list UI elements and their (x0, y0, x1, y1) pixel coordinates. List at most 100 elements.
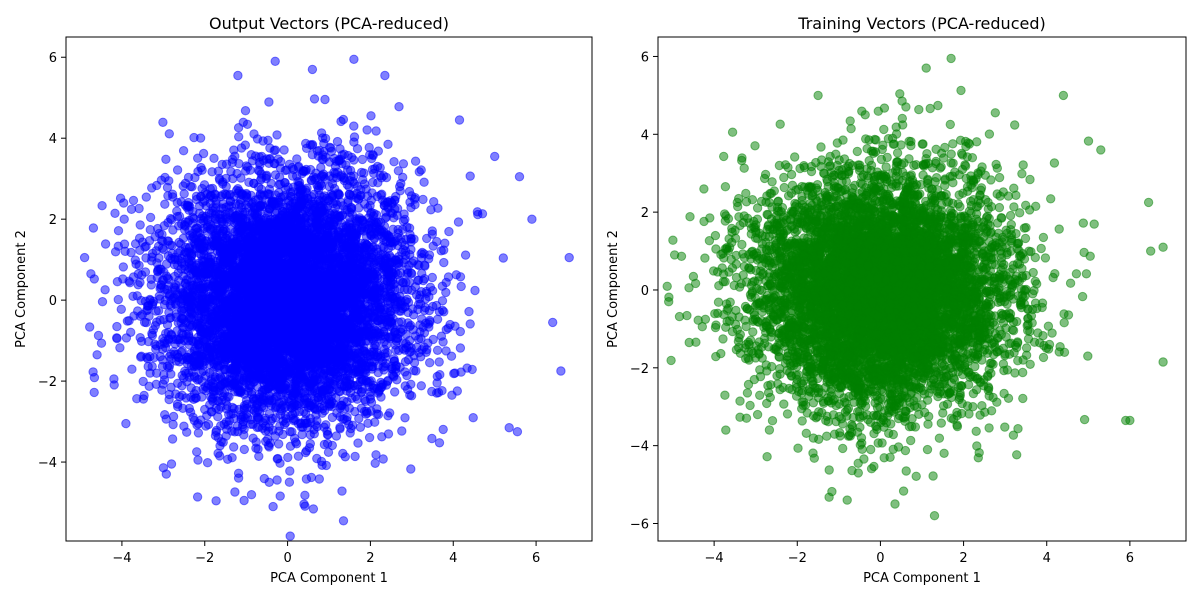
output-point (116, 304, 127, 314)
output-point (126, 204, 137, 215)
output-point (124, 316, 134, 326)
output-point (418, 194, 428, 205)
output-point (264, 97, 274, 107)
output-point (193, 428, 204, 438)
output-point (284, 477, 295, 487)
output-point (397, 426, 407, 436)
output-point (182, 427, 192, 437)
output-point (335, 422, 345, 433)
output-point (467, 364, 477, 375)
output-point (230, 487, 240, 497)
output-point (346, 423, 356, 434)
output-point (357, 154, 368, 165)
output-point (438, 337, 448, 347)
output-point (166, 215, 177, 225)
output-point (389, 157, 399, 167)
output-point (135, 333, 145, 343)
output-point (161, 469, 172, 479)
output-point (378, 171, 389, 181)
output-point (444, 226, 454, 237)
output-point (465, 319, 475, 329)
output-point (259, 473, 269, 484)
output-point (432, 378, 442, 388)
output-point (391, 345, 401, 355)
output-point (192, 492, 203, 502)
output-point (112, 321, 122, 332)
output-point (229, 442, 239, 452)
output-point (97, 297, 108, 307)
output-point (402, 370, 412, 381)
output-point (239, 430, 249, 440)
output-point (443, 272, 454, 282)
output-point (121, 418, 131, 429)
output-point (371, 126, 381, 136)
output-point (285, 466, 295, 476)
output-point (156, 264, 166, 274)
output-point (168, 225, 178, 235)
output-point (403, 318, 413, 328)
output-point (321, 460, 331, 471)
output-point (293, 451, 304, 461)
output-point (410, 156, 421, 166)
output-point (198, 148, 209, 159)
output-point (453, 217, 464, 227)
output-point (193, 166, 203, 177)
output-point (118, 262, 129, 272)
output-points-layer (79, 54, 574, 541)
output-point (465, 171, 475, 181)
output-point (331, 431, 342, 441)
output-point (292, 154, 302, 164)
output-point (234, 132, 244, 142)
output-point (292, 171, 302, 181)
output-point (145, 212, 156, 223)
output-point (429, 197, 439, 207)
output-point (97, 201, 107, 211)
output-point (209, 153, 219, 164)
output-point (280, 165, 290, 176)
output-point (439, 307, 449, 317)
output-point (172, 197, 183, 208)
output-point (378, 454, 388, 464)
output-point (161, 328, 171, 339)
output-point (147, 300, 158, 310)
output-point (138, 376, 148, 387)
output-point (314, 474, 324, 484)
output-point (272, 130, 282, 140)
output-point (364, 432, 375, 443)
output-point (349, 132, 360, 142)
output-point (167, 434, 178, 444)
output-point (204, 368, 215, 378)
output-point (191, 191, 202, 202)
output-point (119, 198, 129, 208)
output-point (85, 322, 95, 332)
output-point (248, 433, 258, 443)
output-point (179, 189, 189, 199)
output-point (373, 146, 383, 156)
output-point (464, 306, 474, 317)
output-point (240, 106, 251, 116)
output-point (158, 117, 168, 128)
output-point (468, 413, 478, 423)
output-point (451, 270, 461, 280)
output-point (279, 145, 289, 155)
output-point (437, 296, 448, 306)
output-point (119, 214, 129, 224)
output-point (371, 450, 381, 460)
output-point (188, 212, 198, 223)
output-point (337, 486, 347, 496)
output-point (349, 121, 359, 131)
output-point (438, 424, 448, 435)
output-point (160, 199, 170, 209)
output-point (285, 531, 295, 541)
output-point (246, 490, 257, 500)
output-point (135, 220, 145, 230)
output-point (370, 458, 380, 468)
output-point (272, 475, 282, 485)
output-point (434, 438, 445, 448)
output-point (193, 455, 203, 465)
output-point (432, 314, 443, 324)
output-point (239, 444, 250, 455)
output-point (178, 146, 189, 156)
